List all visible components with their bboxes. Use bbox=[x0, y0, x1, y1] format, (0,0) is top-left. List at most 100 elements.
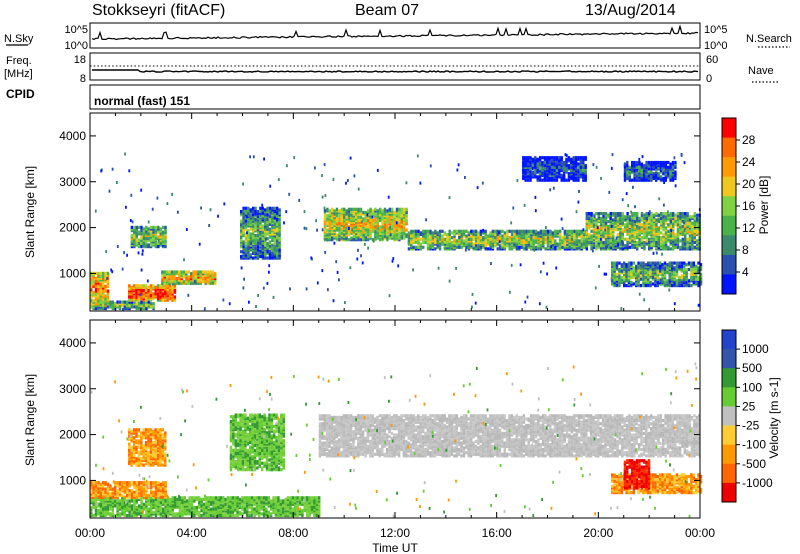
power-cell bbox=[424, 234, 427, 238]
power-cell bbox=[577, 156, 580, 160]
power-cell bbox=[582, 228, 585, 232]
power-cell bbox=[249, 208, 252, 212]
power-cell bbox=[268, 234, 272, 238]
velocity-cell bbox=[178, 510, 182, 514]
power-cell bbox=[501, 234, 504, 238]
power-cell bbox=[657, 240, 660, 245]
power-cell bbox=[471, 292, 474, 296]
power-cell bbox=[324, 250, 327, 254]
power-cell bbox=[398, 238, 401, 242]
colorbar-swatch bbox=[722, 176, 736, 197]
power-cell bbox=[443, 244, 447, 248]
power-cell bbox=[537, 231, 540, 235]
power-cell bbox=[524, 175, 527, 179]
power-cell bbox=[562, 178, 566, 182]
power-cell bbox=[662, 172, 665, 176]
power-cell bbox=[611, 261, 614, 265]
power-cell bbox=[618, 261, 621, 265]
power-cell bbox=[577, 173, 580, 177]
power-cell bbox=[249, 155, 251, 159]
power-cell bbox=[566, 236, 569, 240]
power-cell bbox=[509, 290, 511, 294]
power-cell bbox=[405, 220, 408, 224]
power-cell bbox=[561, 236, 564, 240]
colorbar-swatch bbox=[722, 118, 736, 139]
power-cell bbox=[374, 238, 377, 242]
power-cell bbox=[116, 245, 119, 248]
power-cell bbox=[490, 262, 492, 266]
power-cell bbox=[362, 210, 365, 215]
power-cell bbox=[597, 212, 600, 216]
power-cell bbox=[303, 210, 306, 214]
power-cell bbox=[631, 162, 634, 166]
power-cell bbox=[637, 269, 640, 273]
power-cell bbox=[679, 239, 682, 243]
velocity-cell bbox=[186, 512, 189, 516]
power-cell bbox=[121, 307, 124, 311]
power-cell bbox=[578, 242, 581, 246]
power-cell bbox=[431, 236, 435, 240]
power-cell bbox=[592, 220, 596, 224]
power-cell bbox=[144, 289, 148, 293]
power-cell bbox=[268, 250, 272, 254]
power-cell bbox=[663, 277, 667, 281]
power-cell bbox=[161, 270, 164, 274]
power-cell bbox=[650, 234, 653, 238]
power-cell bbox=[645, 178, 648, 182]
power-cell bbox=[681, 242, 684, 246]
power-cell bbox=[240, 266, 243, 270]
power-cell bbox=[697, 277, 700, 281]
power-cell bbox=[355, 222, 358, 226]
power-cell bbox=[125, 205, 127, 209]
velocity-cell bbox=[202, 497, 206, 501]
power-cell bbox=[448, 232, 451, 237]
power-cell bbox=[359, 228, 363, 232]
power-cell bbox=[170, 272, 174, 276]
power-cell bbox=[347, 228, 351, 232]
power-cell bbox=[364, 236, 367, 240]
power-cell bbox=[476, 186, 479, 190]
power-cell bbox=[675, 269, 679, 273]
power-cell bbox=[264, 218, 267, 222]
power-cell bbox=[458, 244, 461, 248]
power-cell bbox=[592, 249, 594, 253]
power-cell bbox=[477, 244, 480, 248]
power-cell bbox=[531, 170, 535, 174]
power-cell bbox=[695, 264, 698, 268]
velocity-cell bbox=[193, 499, 196, 503]
power-cell bbox=[602, 240, 605, 245]
power-cell bbox=[249, 235, 252, 239]
power-cell bbox=[276, 243, 279, 247]
power-cell bbox=[615, 272, 619, 276]
power-cell bbox=[680, 277, 683, 281]
power-cell bbox=[472, 237, 475, 241]
power-cell bbox=[154, 240, 158, 244]
power-cell bbox=[616, 236, 620, 240]
power-cell bbox=[687, 279, 691, 283]
power-cell bbox=[550, 176, 554, 181]
power-cell bbox=[554, 234, 557, 238]
power-cell bbox=[604, 242, 608, 246]
power-cell bbox=[398, 222, 401, 226]
power-cell bbox=[530, 229, 533, 233]
power-cell bbox=[551, 240, 555, 245]
power-cell bbox=[426, 229, 430, 233]
power-cell bbox=[659, 175, 663, 179]
power-cell bbox=[577, 165, 580, 169]
power-cell bbox=[556, 242, 559, 246]
nsearch-label: N.Search bbox=[746, 33, 792, 45]
cpid-strip: CPID normal (fast) 151 bbox=[6, 84, 701, 110]
power-cell bbox=[564, 153, 567, 157]
velocity-cell bbox=[126, 501, 129, 505]
power-cell bbox=[697, 271, 700, 275]
power-cell bbox=[551, 234, 555, 238]
power-cell bbox=[328, 214, 331, 218]
power-cell bbox=[605, 272, 607, 276]
power-cell bbox=[214, 272, 217, 276]
power-cell bbox=[640, 212, 644, 216]
power-cell bbox=[434, 237, 437, 241]
velocity-cell bbox=[190, 496, 194, 500]
power-cell bbox=[524, 170, 527, 174]
power-cell bbox=[400, 207, 403, 211]
velocity-cell bbox=[102, 507, 105, 511]
